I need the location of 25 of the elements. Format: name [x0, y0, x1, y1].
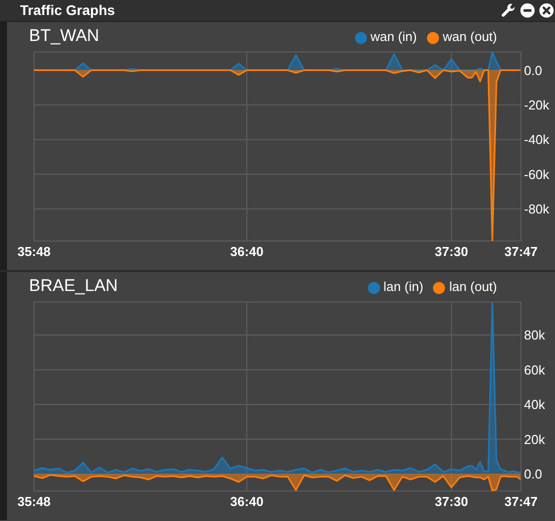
x-tick-label: 37:30 [434, 494, 468, 510]
x-tick-label: 36:40 [230, 244, 264, 260]
x-tick-label: 37:47 [504, 494, 538, 510]
y-tick-label: 40k [524, 397, 546, 412]
chart-title: Traffic Graphs [20, 1, 115, 20]
legend-label: lan (in) [384, 279, 424, 294]
x-tick-label: 35:48 [17, 244, 51, 260]
x-tick-label: 37:47 [504, 244, 538, 260]
y-tick-label: 60k [524, 362, 546, 378]
y-tick-label: -20k [524, 98, 550, 112]
x-tick-label: 37:30 [434, 244, 468, 260]
x-tick-label: 35:48 [17, 494, 51, 510]
y-tick-label: 0.0 [524, 62, 542, 78]
legend-label: lan (out) [449, 279, 497, 294]
x-tick-label: 36:40 [230, 494, 264, 510]
y-tick-label: 0.0 [524, 466, 542, 482]
y-tick-label: -60k [524, 166, 550, 182]
y-tick-label: -80k [524, 202, 550, 217]
y-tick-label: 80k [524, 328, 546, 343]
chart-subtitle: BT_WAN [29, 26, 100, 46]
legend-label: wan (out) [442, 29, 497, 44]
chart-subtitle: BRAE_LAN [29, 276, 118, 296]
y-tick-label: 20k [524, 432, 546, 447]
y-tick-label: -40k [524, 132, 550, 148]
legend-label: wan (in) [370, 29, 417, 44]
